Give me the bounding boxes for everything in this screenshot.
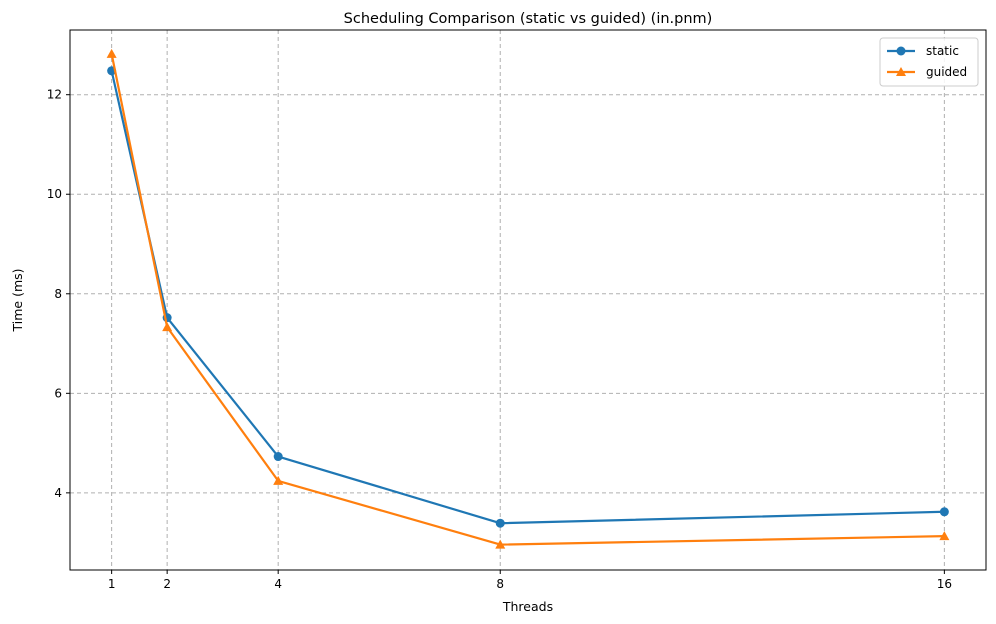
data-point-guided xyxy=(162,322,173,332)
x-tick-label: 4 xyxy=(274,577,282,591)
data-point-static xyxy=(939,507,949,517)
legend-label-guided: guided xyxy=(926,65,967,79)
grid xyxy=(70,30,986,570)
x-tick-label: 8 xyxy=(496,577,504,591)
x-tick-label: 2 xyxy=(163,577,171,591)
data-point-guided xyxy=(939,531,950,541)
x-tick-label: 1 xyxy=(108,577,116,591)
y-tick-label: 12 xyxy=(47,88,62,102)
x-tick-label: 16 xyxy=(937,577,952,591)
y-tick-label: 8 xyxy=(54,287,62,301)
legend-marker-guided xyxy=(896,67,906,76)
data-point-guided xyxy=(106,48,117,58)
data-point-guided xyxy=(273,475,284,485)
legend-marker-static xyxy=(896,46,906,56)
data-point-static xyxy=(495,518,505,528)
chart-title: Scheduling Comparison (static vs guided)… xyxy=(344,11,713,27)
y-tick-label: 4 xyxy=(54,486,62,500)
x-axis-label: Threads xyxy=(502,599,553,614)
y-axis-label: Time (ms) xyxy=(10,268,25,332)
data-point-static xyxy=(273,452,283,462)
y-tick-label: 10 xyxy=(47,187,62,201)
data-point-guided xyxy=(495,539,506,549)
series xyxy=(106,48,950,549)
plot-frame xyxy=(69,29,987,571)
series-guided xyxy=(106,48,950,549)
legend-label-static: static xyxy=(926,44,959,58)
y-tick-label: 6 xyxy=(54,386,62,400)
legend: static guided xyxy=(879,37,979,87)
